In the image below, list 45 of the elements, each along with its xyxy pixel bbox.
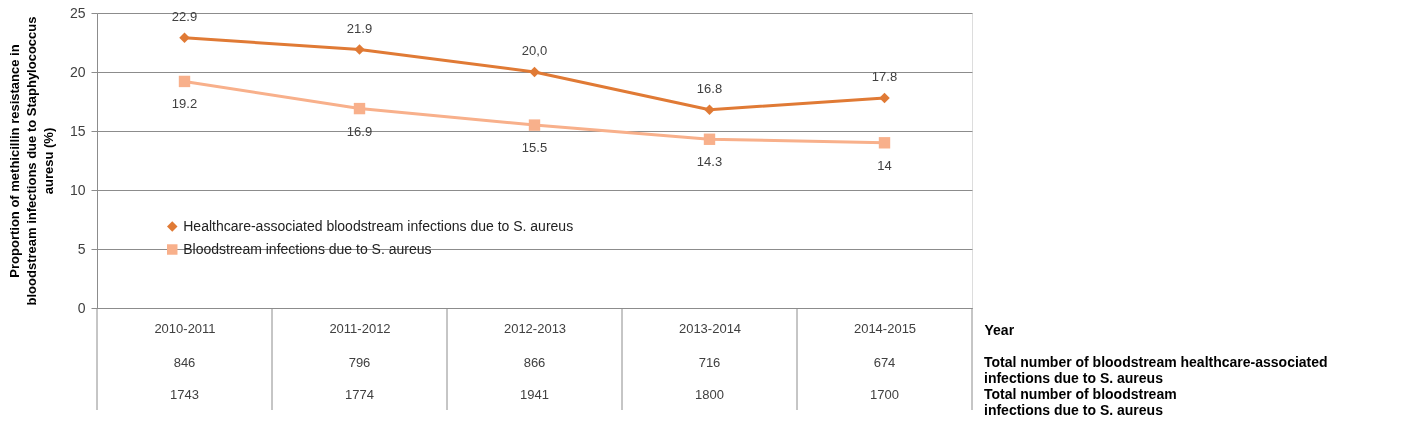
text: Total number of bloodstream infections due to S. aureus [984,386,1177,418]
data-label: 15.5 [521,140,548,156]
text: 1700 [870,387,899,402]
point [529,66,540,78]
x-tick-label: 2013-2014 [678,320,742,336]
data-label: 14 [877,157,892,173]
point [703,133,716,145]
x-tick-label: 2012-2013 [503,320,567,336]
text: 796 [348,355,371,370]
data-label: 20,0 [521,43,548,58]
data-label: 16.8 [696,80,723,96]
text: 674 [873,355,896,370]
point [528,119,541,131]
point [879,92,890,104]
legend-label: Bloodstream infections due to S. aureus [183,240,432,257]
text: 1743 [170,387,199,402]
x-tick-label: 2011-2012 [329,320,391,336]
point [179,32,190,44]
data-label: 21.9 [346,20,373,36]
text: 1941 [520,387,549,402]
data-label: 17.8 [871,68,898,84]
text: 846 [173,355,196,370]
legend-label: Healthcare-associated bloodstream infections due to S. aureus [183,217,574,234]
text: Total number of bloodstream healthcare-associated infections due to S. aureus [984,354,1328,386]
y-tick-label: 20 [69,63,86,80]
x-tick-label: 2014-2015 [853,320,917,336]
text: 1800 [695,387,724,402]
x-axis-title: Year [984,321,1015,338]
y-tick-label: 5 [77,240,86,257]
y-tick-label: 10 [69,181,86,198]
y-tick-label: 0 [77,299,86,316]
y-tick-label: 25 [69,4,86,21]
text: 866 [523,355,546,370]
text: 716 [698,355,721,370]
point [704,104,715,115]
y-tick-label: 15 [69,122,86,139]
point [353,102,366,115]
data-label: 14.3 [696,154,723,170]
data-label: 19.2 [171,96,198,112]
x-tick-label: 2010-2011 [154,320,216,336]
point [178,75,191,88]
point [878,137,891,149]
point [354,44,365,55]
y-axis-title: Proportion of methicillin resistance in bloodstream infections due to Staphylococcus auresu (%) [6,16,56,306]
text: 1774 [345,387,374,402]
